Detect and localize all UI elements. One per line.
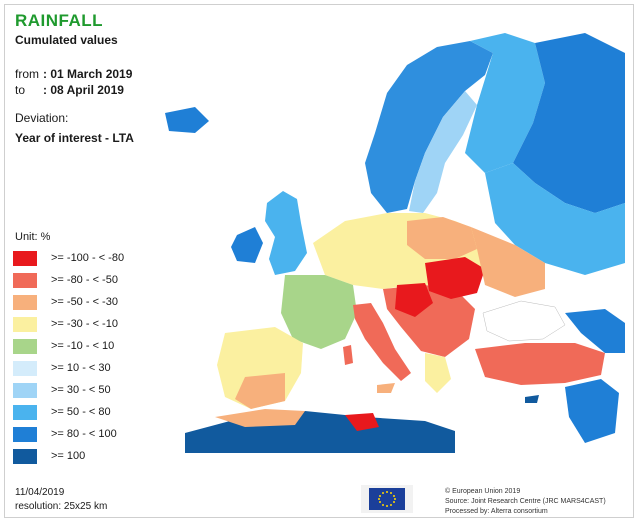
black-sea [482,300,566,342]
map-subtitle: Cumulated values [15,33,118,47]
issue-date: 11/04/2019 [15,487,65,498]
to-value: : 08 April 2019 [43,83,124,97]
from-value: : 01 March 2019 [43,67,133,81]
russia-north-region [513,33,625,213]
cyprus-region [525,395,539,403]
credit-processed: Processed by: Alterra consortium [445,508,548,515]
legend-swatch [13,427,37,442]
legend-swatch [13,251,37,266]
legend-label: >= 10 - < 30 [51,362,111,374]
map-frame: RAINFALL Cumulated values from : 01 March… [4,4,634,518]
greece-region [425,353,451,393]
map-title: RAINFALL [15,11,104,30]
legend-swatch [13,449,37,464]
ireland-region [231,227,263,263]
great-britain-region [265,191,307,275]
deviation-label: Deviation: [15,111,69,125]
unit-label: Unit: % [15,231,51,243]
legend-swatch [13,295,37,310]
europe-rainfall-map [165,33,625,453]
caucasus-region [565,309,625,353]
eu-logo-icon [361,485,413,513]
legend-item: >= 80 - < 100 [13,425,183,447]
legend-label: >= 50 - < 80 [51,406,111,418]
hungary-dry-core [395,283,433,317]
legend: >= -100 - < -80 >= -80 - < -50 >= -50 - … [13,249,183,469]
legend-item: >= -50 - < -30 [13,293,183,315]
turkey-region [475,343,605,385]
middle-east-region [565,379,619,443]
credit-source: Source: Joint Research Centre (JRC MARS4… [445,498,606,505]
legend-swatch [13,317,37,332]
iceland-region [165,107,209,133]
legend-item: >= -30 - < -10 [13,315,183,337]
sicily-region [377,383,395,393]
tunisia-dry-core [345,413,379,431]
romania-dry-core [425,257,485,299]
legend-label: >= 100 [51,450,86,462]
legend-swatch [13,361,37,376]
legend-item: >= -80 - < -50 [13,271,183,293]
legend-label: >= -30 - < -10 [51,318,118,330]
legend-label: >= 80 - < 100 [51,428,117,440]
deviation-value: Year of interest - LTA [15,131,134,145]
legend-swatch [13,273,37,288]
legend-item: >= -100 - < -80 [13,249,183,271]
from-label: from [15,67,39,81]
legend-item: >= 50 - < 80 [13,403,183,425]
sardinia-region [343,345,353,365]
legend-label: >= -10 - < 10 [51,340,115,352]
finland-region [465,33,545,173]
credits: © European Union 2019 Source: Joint Rese… [445,487,606,517]
period-to: to : 08 April 2019 [15,83,124,97]
legend-label: >= -50 - < -30 [51,296,118,308]
legend-swatch [13,405,37,420]
legend-label: >= -80 - < -50 [51,274,118,286]
credit-copyright: © European Union 2019 [445,488,521,495]
maghreb-coast-region [215,409,305,427]
france-region [281,275,357,349]
legend-item: >= 10 - < 30 [13,359,183,381]
poland-region [407,217,477,259]
russia-west-region [485,163,625,275]
legend-swatch [13,339,37,354]
period-from: from : 01 March 2019 [15,67,132,81]
resolution-label: resolution: 25x25 km [15,501,108,512]
legend-label: >= -100 - < -80 [51,252,125,264]
sweden-region [409,91,477,213]
scandinavia-region [365,41,493,213]
legend-item: >= 30 - < 50 [13,381,183,403]
legend-item: >= 100 [13,447,183,469]
italy-region [353,303,411,381]
to-label: to [15,83,26,97]
legend-label: >= 30 - < 50 [51,384,111,396]
legend-swatch [13,383,37,398]
iberia-south-region [235,373,285,409]
legend-item: >= -10 - < 10 [13,337,183,359]
ukraine-region [471,227,545,297]
